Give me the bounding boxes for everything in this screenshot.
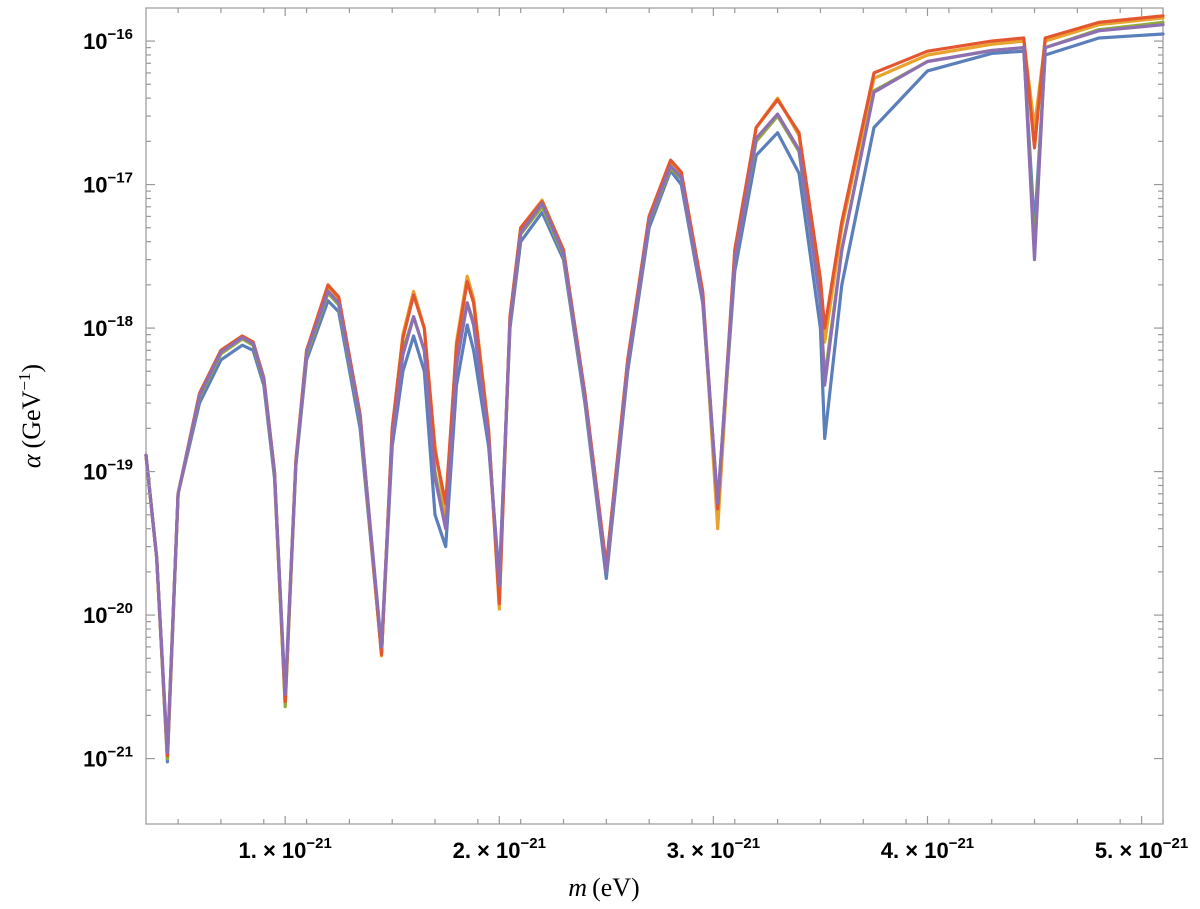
- plot-frame: [145, 7, 1164, 825]
- series-layer: [144, 14, 1165, 764]
- series-line-5: [144, 23, 1165, 755]
- y-tick-label: 10−17: [83, 170, 133, 198]
- series-line-3: [144, 20, 1165, 761]
- x-tick-label: 4. × 10−21: [881, 835, 974, 863]
- ticks-layer: 1. × 10−21 2. × 10−21 3. × 10−21 4. × 10−21…: [83, 8, 1188, 863]
- series-line-1: [144, 32, 1165, 764]
- y-tick-label: 10−21: [83, 744, 133, 772]
- y-tick-label: 10−19: [83, 457, 133, 485]
- x-tick-label: 1. × 10−21: [238, 835, 331, 863]
- x-tick-label: 5. × 10−21: [1095, 835, 1188, 863]
- x-tick-label: 3. × 10−21: [667, 835, 760, 863]
- x-axis-label: m (eV): [568, 873, 639, 902]
- y-axis-label: α(GeV−1): [15, 364, 46, 468]
- y-tick-label: 10−20: [83, 600, 133, 628]
- x-tick-label: 2. × 10−21: [453, 835, 546, 863]
- series-line-2: [144, 16, 1165, 761]
- y-tick-label: 10−16: [83, 26, 133, 54]
- y-tick-label: 10−18: [83, 313, 133, 341]
- series-line-4: [144, 14, 1165, 758]
